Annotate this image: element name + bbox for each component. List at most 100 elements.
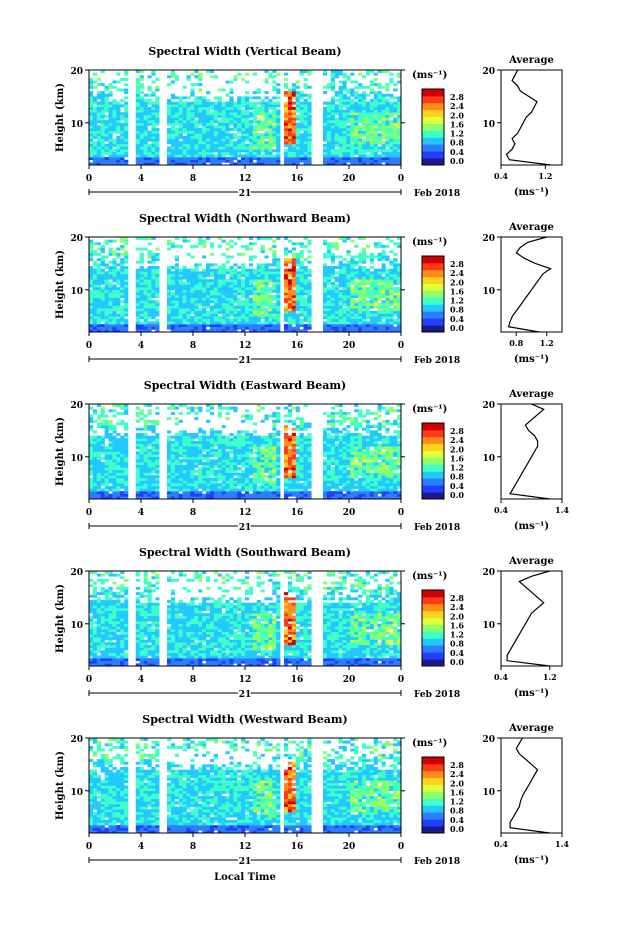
heatmap-cell: [264, 287, 269, 291]
heatmap-cell: [194, 154, 199, 158]
heatmap-cell: [291, 292, 296, 296]
heatmap-cell: [139, 91, 144, 95]
heatmap-cell: [264, 313, 269, 317]
heatmap-cell: [330, 77, 335, 81]
heatmap-cell: [147, 149, 152, 153]
heatmap-cell: [151, 268, 156, 272]
heatmap-cell: [143, 446, 148, 450]
heatmap-cell: [237, 154, 242, 158]
heatmap-cell: [116, 122, 121, 126]
heatmap-cell: [174, 159, 179, 163]
heatmap-cell: [174, 316, 179, 320]
heatmap-cell: [206, 128, 211, 131]
heatmap-cell: [186, 120, 191, 124]
heatmap-cell: [369, 114, 374, 118]
heatmap-cell: [373, 276, 378, 280]
heatmap-cell: [167, 101, 172, 105]
heatmap-cell: [108, 448, 113, 452]
heatmap-cell: [209, 404, 215, 407]
x-tick-label: 0: [398, 341, 404, 351]
heatmap-cell: [178, 430, 183, 434]
heatmap-cell: [287, 310, 293, 314]
heatmap-cell: [237, 252, 242, 256]
heatmap-cell: [124, 425, 129, 429]
heatmap-cell: [112, 143, 117, 147]
heatmap-cell: [206, 109, 211, 113]
heatmap-cell: [354, 85, 359, 89]
heatmap-cell: [89, 284, 94, 288]
heatmap-cell: [346, 154, 351, 158]
colorbar-tick-label: 0.8: [450, 138, 464, 148]
heatmap-cell: [92, 273, 98, 277]
heatmap-cell: [268, 141, 273, 145]
heatmap-cell: [213, 496, 218, 500]
heatmap-cell: [377, 310, 382, 314]
heatmap-cell: [108, 162, 113, 166]
heatmap-cell: [221, 252, 226, 256]
heatmap-cell: [108, 456, 113, 460]
heatmap-cell: [393, 321, 398, 325]
heatmap-cell: [284, 85, 289, 89]
heatmap-cell: [139, 252, 144, 256]
heatmap-cell: [194, 151, 199, 155]
heatmap-cell: [350, 292, 355, 296]
heatmap-cell: [217, 289, 222, 293]
heatmap-cell: [202, 135, 207, 139]
heatmap-cell: [120, 154, 125, 158]
heatmap-cell: [233, 242, 238, 246]
heatmap-cell: [100, 159, 105, 163]
heatmap-cell: [397, 106, 402, 110]
heatmap-cell: [213, 143, 218, 147]
heatmap-cell: [143, 305, 148, 309]
heatmap-cell: [151, 260, 156, 264]
heatmap-cell: [182, 151, 187, 155]
heatmap-cell: [272, 70, 277, 73]
heatmap-cell: [264, 321, 269, 325]
heatmap-cell: [116, 422, 121, 426]
heatmap-cell: [272, 308, 277, 312]
heatmap-cell: [135, 138, 140, 142]
heatmap-cell: [100, 244, 105, 248]
heatmap-cell: [174, 467, 179, 471]
heatmap-cell: [397, 276, 402, 280]
heatmap-cell: [229, 480, 234, 484]
heatmap-cell: [276, 308, 281, 312]
heatmap-cell: [307, 239, 312, 243]
heatmap-cell: [139, 295, 144, 298]
heatmap-cell: [147, 99, 152, 102]
heatmap-cell: [276, 268, 281, 272]
heatmap-cell: [174, 244, 179, 248]
heatmap-cell: [92, 477, 98, 481]
heatmap-cell: [381, 271, 386, 275]
heatmap-cell: [174, 469, 179, 473]
heatmap-cell: [323, 302, 328, 306]
heatmap-cell: [143, 414, 148, 418]
heatmap-cell: [264, 237, 269, 240]
heatmap-cell: [104, 88, 109, 92]
heatmap-cell: [237, 324, 242, 328]
heatmap-cell: [170, 141, 176, 145]
heatmap-cell: [92, 99, 98, 102]
heatmap-cell: [182, 302, 187, 306]
heatmap-cell: [96, 310, 101, 314]
heatmap-cell: [124, 237, 129, 240]
heatmap-cell: [198, 271, 203, 275]
heatmap-cell: [190, 480, 195, 484]
heatmap-cell: [233, 279, 238, 283]
heatmap-cell: [112, 138, 117, 142]
heatmap-cell: [369, 159, 374, 163]
heatmap-cell: [206, 404, 211, 407]
heatmap-cell: [92, 324, 98, 328]
heatmap-cell: [170, 316, 176, 320]
heatmap-cell: [170, 472, 176, 476]
heatmap-cell: [303, 149, 308, 153]
heatmap-cell: [373, 133, 378, 137]
heatmap-cell: [369, 300, 374, 304]
heatmap-cell: [233, 157, 238, 161]
heatmap-cell: [186, 324, 191, 328]
heatmap-cell: [143, 326, 148, 330]
y-axis-label: Height (km): [55, 250, 66, 319]
heatmap-cell: [264, 112, 269, 116]
heatmap-cell: [272, 321, 277, 325]
heatmap-cell: [108, 287, 113, 291]
